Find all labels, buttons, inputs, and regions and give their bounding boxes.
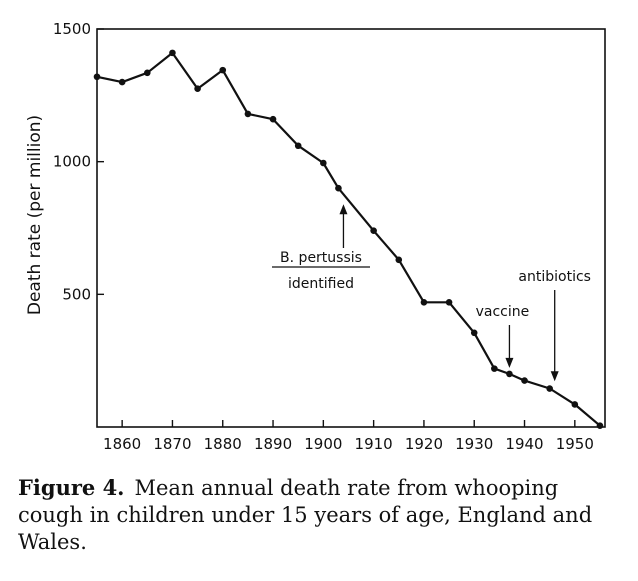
data-point xyxy=(143,69,151,77)
line-chart: 500 1000 1500 1860 1870 1880 1890 1900 1910 1920… xyxy=(25,20,606,453)
data-point xyxy=(521,377,528,384)
data-point xyxy=(244,110,252,118)
x-tick-label: 1920 xyxy=(405,435,443,453)
data-point xyxy=(596,422,604,429)
annotations: B. pertussis identified vaccine antibiotics xyxy=(272,204,591,382)
x-tick-label: 1890 xyxy=(254,435,292,453)
annotation-pertussis-line1: B. pertussis xyxy=(280,250,362,266)
figure-label: Figure 4. xyxy=(18,475,125,500)
x-tick-label: 1860 xyxy=(103,435,141,453)
x-tick-label: 1930 xyxy=(455,435,493,453)
figure-caption: Figure 4. Mean annual death rate from who… xyxy=(18,474,618,556)
x-tick-label: 1870 xyxy=(153,435,191,453)
data-point xyxy=(395,256,403,264)
x-tick-label: 1950 xyxy=(556,435,594,453)
data-point xyxy=(194,85,201,92)
data-points xyxy=(93,49,604,429)
data-point xyxy=(470,329,478,337)
data-point xyxy=(320,159,327,167)
data-point xyxy=(506,370,513,378)
y-axis-title: Death rate (per million) xyxy=(25,115,45,315)
data-point xyxy=(93,73,101,81)
data-point xyxy=(169,49,176,57)
data-point xyxy=(571,401,579,408)
annotation-vaccine: vaccine xyxy=(476,304,530,320)
data-point xyxy=(445,298,453,306)
data-point xyxy=(219,66,227,74)
vaccine-arrow-group xyxy=(505,325,514,368)
vaccine-arrowhead xyxy=(505,357,514,368)
annotation-pertussis-line2: identified xyxy=(288,276,354,292)
caption-text: Mean annual death rate from whooping cou… xyxy=(18,476,593,554)
annotation-antibiotics: antibiotics xyxy=(518,269,591,285)
data-point xyxy=(370,227,377,234)
y-tick-label: 1500 xyxy=(53,20,91,38)
x-tick-label: 1940 xyxy=(505,435,543,453)
data-point xyxy=(118,78,126,86)
antibiotics-arrowhead xyxy=(550,371,559,382)
y-tick-label: 1000 xyxy=(53,153,91,171)
x-tick-label: 1910 xyxy=(355,435,393,453)
plot-frame xyxy=(96,28,606,428)
data-point xyxy=(294,142,302,150)
data-point xyxy=(491,365,498,372)
pertussis-arrowhead xyxy=(339,204,348,215)
y-tick-label: 500 xyxy=(62,285,91,303)
x-tick-label: 1880 xyxy=(204,435,242,453)
data-point xyxy=(335,184,342,192)
data-point xyxy=(269,115,277,123)
x-axis: 1860 1870 1880 1890 1900 1910 1920 1930 1940 1950 xyxy=(103,420,594,453)
series-line xyxy=(96,51,601,427)
data-point xyxy=(546,385,553,392)
y-axis: 500 1000 1500 xyxy=(53,20,104,303)
data-point xyxy=(420,298,428,306)
x-tick-label: 1900 xyxy=(304,435,342,453)
